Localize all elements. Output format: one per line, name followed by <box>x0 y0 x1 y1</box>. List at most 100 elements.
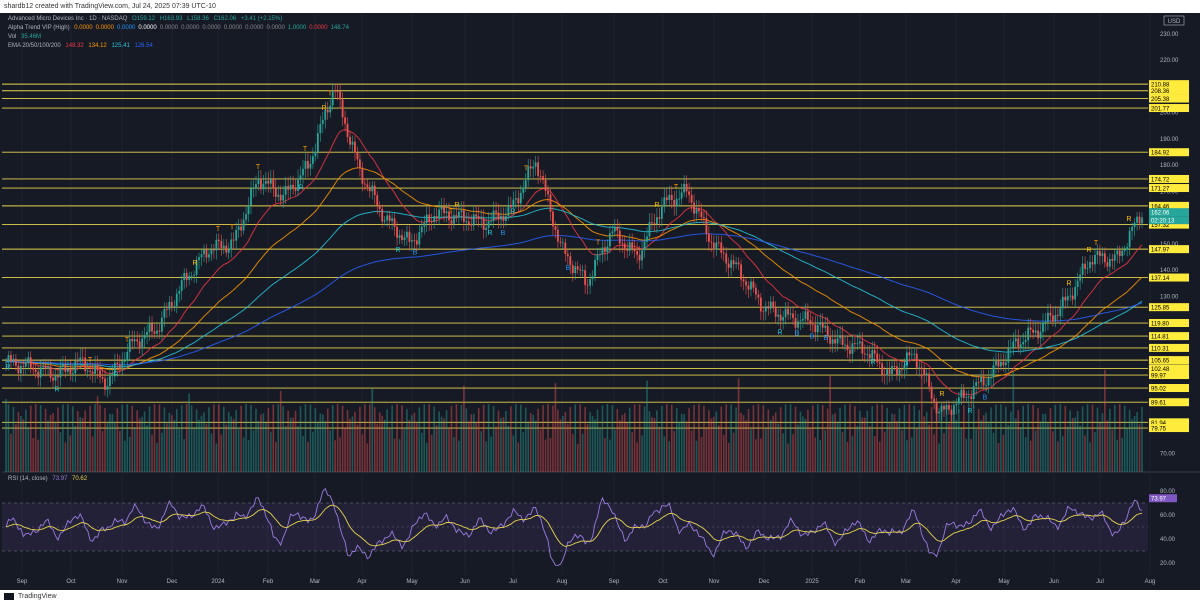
candle-body <box>321 119 324 125</box>
candle-body <box>727 263 730 268</box>
candle-body <box>294 187 297 191</box>
candle-body <box>1019 344 1022 349</box>
candle-body <box>962 389 965 398</box>
candle-body <box>898 369 901 375</box>
volume-bar <box>710 418 713 472</box>
chart-frame[interactable]: Sep Oct Nov Dec 2024 Feb Mar Apr May Jun Jul Aug Sep… <box>0 13 1200 590</box>
volume-bar <box>794 406 797 472</box>
volume-bar <box>218 404 220 472</box>
candle-body <box>673 200 676 207</box>
candle-body <box>903 365 906 370</box>
price-chart-svg[interactable]: Sep Oct Nov Dec 2024 Feb Mar Apr May Jun Jul Aug Sep… <box>0 13 1200 590</box>
candle-body <box>255 184 257 189</box>
level-price-label: 174.72 <box>1151 177 1170 183</box>
signal-label-b: B <box>983 394 988 401</box>
candle-body <box>1108 258 1111 267</box>
candle-body <box>165 308 168 310</box>
volume-bar <box>651 417 653 472</box>
candle-body <box>500 215 502 220</box>
ema-200-line <box>6 233 1143 366</box>
volume-bar <box>304 404 307 472</box>
level-price-badge <box>1149 245 1189 254</box>
volume-bar <box>626 422 629 472</box>
signal-label-b: B <box>824 335 829 342</box>
candle-body <box>851 343 854 354</box>
candle-body <box>920 367 923 370</box>
volume-bar <box>690 430 693 472</box>
volume-bar <box>616 408 619 472</box>
candle-body <box>10 355 12 361</box>
volume-bar <box>423 404 426 472</box>
volume-bar <box>225 424 228 472</box>
ema-name: EMA 20/50/100/200 <box>8 43 61 49</box>
volume-bar <box>39 405 42 472</box>
candle-body <box>458 211 460 217</box>
candle-body <box>529 166 532 169</box>
volume-bar <box>564 412 567 472</box>
volume-bar <box>146 425 148 472</box>
candle-body <box>62 364 64 367</box>
volume-bar <box>1052 431 1054 472</box>
candle-body <box>260 178 262 190</box>
candle-body <box>257 178 260 185</box>
volume-bar <box>331 404 334 472</box>
volume-bar <box>1017 410 1020 472</box>
volume-bar <box>1069 410 1072 472</box>
volume-bar <box>542 405 544 472</box>
candle-body <box>648 222 651 237</box>
volume-bar <box>688 408 690 472</box>
candle-body <box>557 229 559 242</box>
volume-bar <box>977 409 980 472</box>
close-value: C162.06 <box>213 16 237 22</box>
volume-bar <box>581 433 584 472</box>
volume-bar <box>812 405 814 472</box>
volume-bar <box>831 414 834 472</box>
signal-label-b: B <box>795 330 800 337</box>
volume-bar <box>151 434 153 472</box>
volume-bar <box>742 415 745 472</box>
volume-bar <box>1111 429 1114 472</box>
signal-label-r: R <box>487 230 492 237</box>
candle-body <box>54 375 57 381</box>
candle-body <box>856 343 859 345</box>
candle-body <box>844 344 846 346</box>
candle-body <box>398 235 401 238</box>
volume-bar <box>861 417 864 472</box>
volume-bar <box>799 411 802 472</box>
candle-body <box>14 358 17 366</box>
level-price-badge <box>1149 148 1189 157</box>
volume-bar <box>119 430 121 472</box>
candle-body <box>472 214 475 226</box>
candle-body <box>220 241 223 248</box>
volume-bar <box>500 417 502 472</box>
candle-body <box>928 373 931 387</box>
last-price-badge <box>1149 208 1189 217</box>
candle-body <box>873 350 876 354</box>
alpha-trend-value: 0.0000 <box>223 25 243 31</box>
candle-body <box>559 241 562 243</box>
volume-bar <box>321 414 324 472</box>
volume-bar <box>713 416 715 472</box>
volume-bar <box>596 409 599 472</box>
volume-bar <box>227 411 230 472</box>
volume-bar <box>836 422 839 472</box>
candle-body <box>705 218 708 234</box>
volume-bar <box>1101 413 1104 472</box>
candle-body <box>1032 329 1035 333</box>
volume-bar <box>319 413 322 472</box>
volume-bar <box>693 404 695 472</box>
candle-body <box>208 254 210 258</box>
candle-body <box>1123 249 1126 251</box>
volume-bar <box>369 404 371 472</box>
candle-body <box>480 218 483 220</box>
candle-body <box>232 239 235 241</box>
change-value: +3.41 (+2.15%) <box>240 16 283 22</box>
volume-bar <box>876 404 878 472</box>
level-price-badge <box>1149 273 1189 282</box>
candle-body <box>646 236 648 242</box>
volume-bar <box>802 416 804 472</box>
volume-bar <box>490 436 492 472</box>
x-tick-label: May <box>406 579 417 585</box>
candle-body <box>136 339 139 342</box>
volume-bar <box>465 408 468 472</box>
